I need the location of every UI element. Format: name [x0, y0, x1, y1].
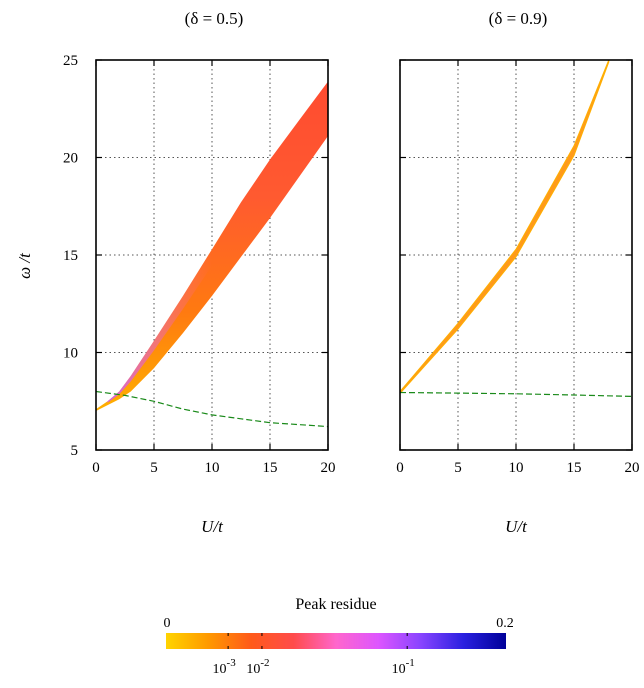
x-tick-label: 20: [321, 460, 336, 476]
chart-right-band: [399, 59, 610, 395]
chart-right-dashed-line: [399, 391, 633, 397]
chart-left-band-pink: [107, 249, 212, 403]
colorbar-title: Peak residue: [295, 596, 376, 613]
x-tick-label: 15: [263, 460, 278, 476]
chart-right-xticks: 0 5 10 15 20: [396, 59, 640, 476]
colorbar-ticks: 10-3 10-2 10-1: [213, 633, 415, 677]
x-tick-label: 5: [454, 460, 462, 476]
colorbar-tick-label: 10-1: [392, 657, 415, 677]
chart-left-band: [96, 81, 328, 411]
x-tick-label: 15: [567, 460, 582, 476]
y-tick-label: 25: [63, 53, 78, 69]
colorbar: Peak residue 0 0.2 10-3 10-2 10-1: [164, 596, 514, 677]
chart-left-dashed-line: [95, 390, 329, 428]
y-tick-label: 15: [63, 248, 78, 264]
x-tick-label: 0: [92, 460, 100, 476]
colorbar-min-label: 0: [164, 616, 171, 631]
colorbar-bar: [166, 633, 506, 649]
y-tick-label: 5: [71, 443, 79, 459]
chart-left-xticks: 0 5 10 15 20: [92, 59, 336, 476]
chart-left-ylabel: ω /t: [15, 252, 34, 279]
y-tick-label: 10: [63, 346, 78, 362]
x-tick-label: 5: [150, 460, 158, 476]
chart-left-yticks: 5 10 15 20 25: [63, 53, 78, 459]
x-tick-label: 10: [509, 460, 524, 476]
x-tick-label: 0: [396, 460, 404, 476]
colorbar-tick-label: 10-3: [213, 657, 237, 677]
chart-right-xlabel: U/t: [505, 517, 528, 536]
chart-left-title: (δ = 0.5): [185, 9, 244, 28]
colorbar-max-label: 0.2: [496, 616, 514, 631]
chart-right-title: (δ = 0.9): [489, 9, 548, 28]
x-tick-label: 20: [625, 460, 640, 476]
colorbar-tick-label: 10-2: [246, 657, 269, 677]
chart-left-xlabel: U/t: [201, 517, 224, 536]
y-tick-label: 20: [63, 151, 78, 167]
chart-right: (δ = 0.9) 0 5 10 15 20 U/t: [396, 9, 639, 536]
x-tick-label: 10: [205, 460, 220, 476]
